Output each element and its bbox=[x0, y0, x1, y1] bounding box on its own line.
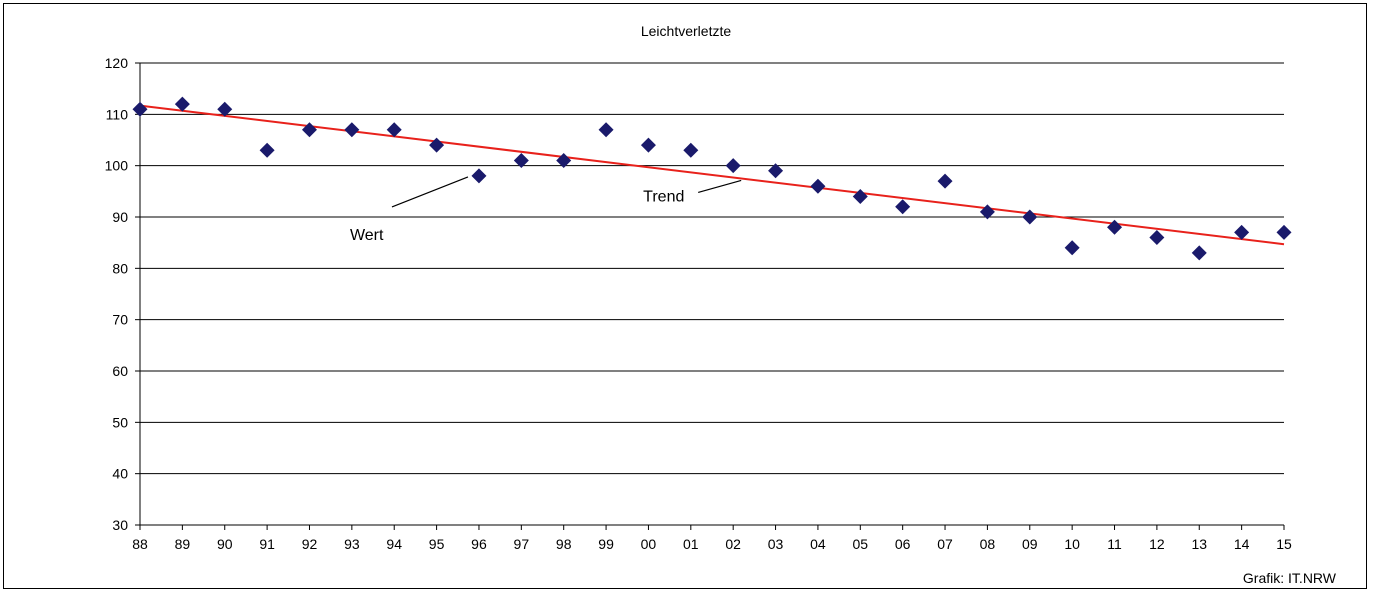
x-tick-label-12: 12 bbox=[1149, 536, 1165, 552]
x-tick-label-14: 14 bbox=[1234, 536, 1250, 552]
data-point-13 bbox=[1191, 245, 1207, 261]
y-tick-label-120: 120 bbox=[105, 55, 129, 71]
data-points bbox=[132, 96, 1292, 261]
x-tick-label-07: 07 bbox=[937, 536, 953, 552]
x-tick-label-94: 94 bbox=[386, 536, 402, 552]
y-tick-label-40: 40 bbox=[112, 466, 128, 482]
grid-lines bbox=[140, 62, 1284, 475]
data-point-95 bbox=[429, 137, 445, 153]
annotation-label-wert: Wert bbox=[350, 227, 384, 244]
x-tick-label-03: 03 bbox=[768, 536, 784, 552]
data-point-90 bbox=[217, 101, 233, 117]
chart-frame bbox=[3, 3, 1367, 589]
data-point-03 bbox=[768, 163, 784, 179]
data-point-91 bbox=[259, 142, 275, 158]
chart-title: Leichtverletzte bbox=[641, 23, 731, 39]
x-tick-label-93: 93 bbox=[344, 536, 360, 552]
y-tick-label-100: 100 bbox=[105, 158, 129, 174]
y-tick-label-80: 80 bbox=[112, 260, 128, 276]
x-tick-label-90: 90 bbox=[217, 536, 233, 552]
data-point-11 bbox=[1107, 219, 1123, 235]
y-tick-label-70: 70 bbox=[112, 312, 128, 328]
x-tick-label-09: 09 bbox=[1022, 536, 1038, 552]
data-point-98 bbox=[556, 153, 572, 169]
x-tick-label-88: 88 bbox=[132, 536, 148, 552]
data-point-00 bbox=[640, 137, 656, 153]
x-tick-label-01: 01 bbox=[683, 536, 699, 552]
x-tick-label-97: 97 bbox=[514, 536, 530, 552]
data-point-99 bbox=[598, 122, 614, 138]
annotations: Wert Trend bbox=[350, 176, 742, 244]
x-tick-label-89: 89 bbox=[175, 536, 191, 552]
data-point-10 bbox=[1064, 240, 1080, 256]
x-tick-label-98: 98 bbox=[556, 536, 572, 552]
y-tick-label-110: 110 bbox=[106, 106, 129, 122]
data-point-01 bbox=[683, 142, 699, 158]
trend-line bbox=[139, 104, 1285, 246]
data-point-09 bbox=[1022, 209, 1038, 225]
y-tick-label-90: 90 bbox=[112, 209, 128, 225]
data-point-92 bbox=[301, 122, 317, 138]
x-tick-label-13: 13 bbox=[1191, 536, 1207, 552]
x-tick-label-06: 06 bbox=[895, 536, 911, 552]
x-tick-label-15: 15 bbox=[1276, 536, 1292, 552]
annotation-leader-trend bbox=[698, 179, 742, 194]
data-point-93 bbox=[344, 122, 360, 138]
annotation-label-trend: Trend bbox=[643, 188, 684, 205]
data-point-15 bbox=[1276, 224, 1292, 240]
data-point-89 bbox=[174, 96, 190, 112]
trend-layer bbox=[139, 104, 1285, 246]
x-tick-label-91: 91 bbox=[259, 536, 275, 552]
data-point-05 bbox=[852, 188, 868, 204]
axes: 30 40 50 60 70 80 90 100 110 120 88 89 90 91 92 93 94 95 9… bbox=[105, 55, 1292, 552]
data-point-14 bbox=[1234, 224, 1250, 240]
x-tick-label-99: 99 bbox=[598, 536, 614, 552]
data-point-04 bbox=[810, 178, 826, 194]
data-point-94 bbox=[386, 122, 402, 138]
data-point-07 bbox=[937, 173, 953, 189]
x-tick-label-92: 92 bbox=[302, 536, 318, 552]
x-tick-label-96: 96 bbox=[471, 536, 487, 552]
y-tick-label-60: 60 bbox=[112, 363, 128, 379]
data-point-08 bbox=[979, 204, 995, 220]
x-tick-label-11: 11 bbox=[1107, 536, 1122, 552]
x-tick-label-10: 10 bbox=[1064, 536, 1080, 552]
data-point-97 bbox=[513, 153, 529, 169]
data-point-12 bbox=[1149, 230, 1165, 246]
source-credit: Grafik: IT.NRW bbox=[1243, 570, 1337, 586]
x-tick-label-08: 08 bbox=[980, 536, 996, 552]
x-tick-label-05: 05 bbox=[853, 536, 869, 552]
x-tick-label-02: 02 bbox=[725, 536, 741, 552]
x-tick-label-95: 95 bbox=[429, 536, 445, 552]
y-tick-label-30: 30 bbox=[112, 517, 128, 533]
data-point-06 bbox=[895, 199, 911, 215]
x-tick-label-04: 04 bbox=[810, 536, 826, 552]
data-point-02 bbox=[725, 158, 741, 174]
x-tick-label-00: 00 bbox=[641, 536, 657, 552]
annotation-leader-wert bbox=[391, 176, 469, 208]
y-tick-label-50: 50 bbox=[112, 414, 128, 430]
data-point-88 bbox=[132, 101, 148, 117]
data-point-96 bbox=[471, 168, 487, 184]
